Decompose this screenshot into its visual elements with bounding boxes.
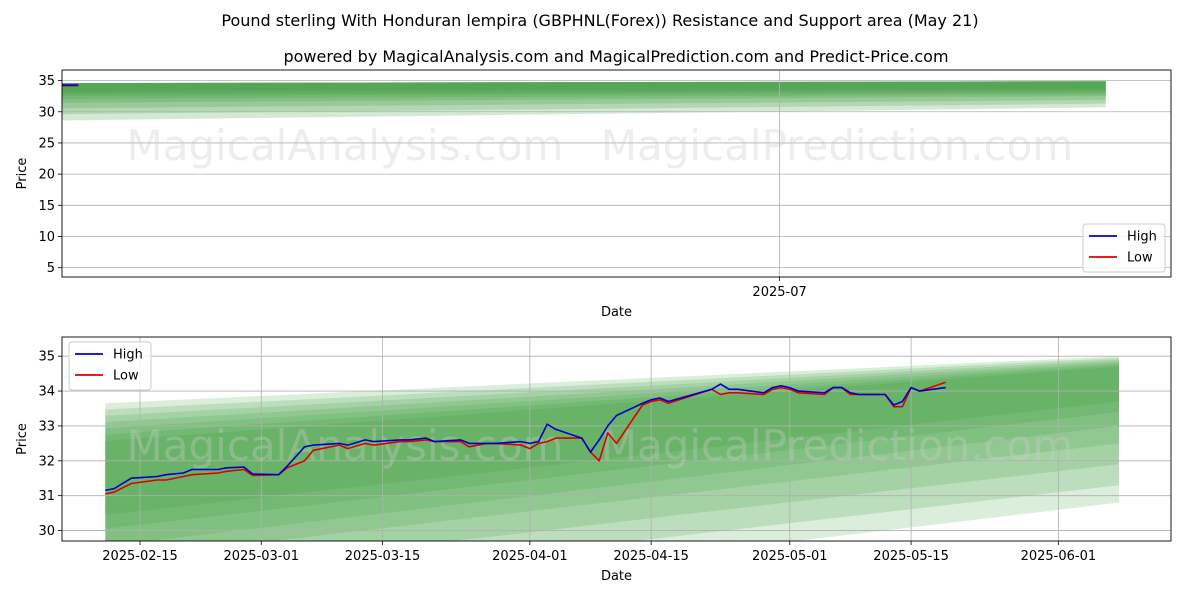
- band-5: [62, 81, 1106, 96]
- band-4: [62, 81, 1106, 99]
- y-axis-label: Price: [15, 158, 30, 190]
- x-axis-label: Date: [601, 305, 632, 320]
- y-tick-label: 34: [38, 385, 55, 400]
- band-0: [105, 356, 1120, 541]
- legend-label-high: High: [1127, 230, 1157, 245]
- watermark-text: MagicalPrediction.com: [601, 421, 1074, 470]
- band-0: [62, 81, 1106, 121]
- series-line-low: [105, 381, 946, 495]
- y-tick-label: 15: [38, 199, 55, 214]
- watermark-text: MagicalAnalysis.com: [127, 421, 564, 470]
- x-tick-label: 2025-04-01: [492, 549, 568, 564]
- x-tick-label: 2025-07: [752, 285, 806, 300]
- legend-label-high: High: [113, 348, 143, 363]
- y-tick-label: 30: [38, 524, 55, 539]
- y-axis-label: Price: [15, 423, 30, 455]
- band-1: [105, 357, 1120, 541]
- legend-label-low: Low: [113, 369, 139, 384]
- axes-frame: [61, 69, 1172, 278]
- axes-frame: [61, 336, 1172, 542]
- band-2: [62, 81, 1106, 109]
- bottom-chart: 2025-02-15 2025-03-01 2025-03-15 2025-04-01…: [15, 336, 1172, 584]
- x-tick-label: 2025-04-15: [613, 549, 689, 564]
- band-6: [105, 366, 1120, 515]
- band-7: [62, 81, 1106, 91]
- y-tick-label: 35: [38, 350, 55, 365]
- x-tick-label: 2025-05-01: [752, 549, 828, 564]
- x-tick-label: 2025-03-01: [223, 549, 299, 564]
- y-tick-label: 33: [38, 419, 55, 434]
- y-tick-label: 30: [38, 105, 55, 120]
- y-tick-label: 10: [38, 230, 55, 245]
- series-line-high: [105, 383, 946, 492]
- legend: High Low: [68, 341, 152, 391]
- band-5: [105, 364, 1120, 529]
- chart-subtitle: powered by MagicalAnalysis.com and Magic…: [283, 47, 948, 66]
- band-4: [105, 363, 1120, 541]
- y-tick-label: 25: [38, 136, 55, 151]
- x-tick-label: 2025-02-15: [102, 549, 178, 564]
- chart-title: Pound sterling With Honduran lempira (GB…: [221, 11, 978, 30]
- legend-label-low: Low: [1127, 251, 1153, 266]
- band-6: [62, 81, 1106, 94]
- watermark-text: MagicalAnalysis.com: [127, 121, 564, 170]
- top-chart: 2023-072023-102024-012024-042024-072024-…: [15, 69, 1172, 320]
- series-lines: [105, 381, 946, 495]
- y-tick-label: 5: [47, 261, 55, 276]
- support-resistance-bands: [62, 81, 1106, 121]
- x-axis-label: Date: [601, 569, 632, 584]
- x-tick-label: 2025-06-01: [1021, 549, 1097, 564]
- band-1: [62, 81, 1106, 115]
- y-tick-label: 20: [38, 168, 55, 183]
- band-3: [62, 81, 1106, 103]
- legend: High Low: [1082, 223, 1166, 273]
- y-tick-label: 32: [38, 454, 55, 469]
- x-tick-label: 2025-03-15: [345, 549, 421, 564]
- band-3: [105, 361, 1120, 541]
- x-tick-label: 2025-05-15: [873, 549, 949, 564]
- y-tick-label: 31: [38, 489, 55, 504]
- y-tick-label: 35: [38, 74, 55, 89]
- watermark-text: MagicalPrediction.com: [601, 121, 1074, 170]
